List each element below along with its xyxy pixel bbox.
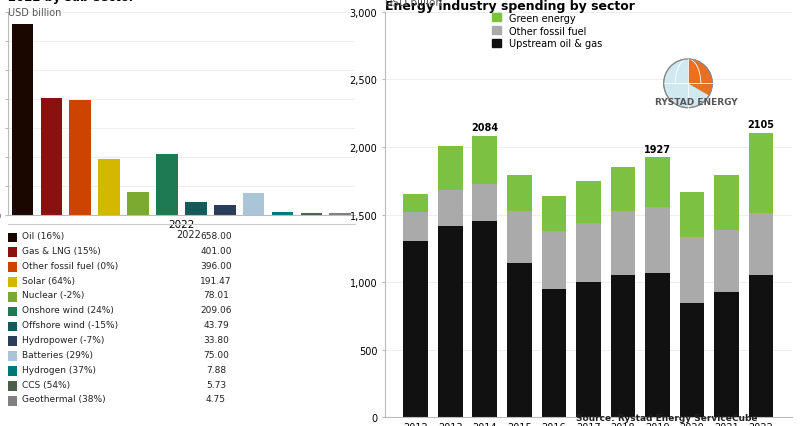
Bar: [214, 205, 235, 215]
Bar: [473, 221, 498, 417]
Bar: [185, 202, 206, 215]
Bar: [749, 133, 774, 213]
Bar: [301, 213, 322, 215]
FancyBboxPatch shape: [8, 233, 17, 242]
Text: 209.06: 209.06: [200, 305, 232, 314]
Bar: [679, 192, 705, 237]
Bar: [507, 176, 532, 211]
Circle shape: [664, 60, 712, 108]
Bar: [272, 213, 294, 215]
Wedge shape: [688, 60, 712, 96]
Bar: [41, 99, 62, 215]
Text: 2105: 2105: [747, 120, 774, 130]
Bar: [438, 190, 463, 227]
Bar: [576, 224, 601, 282]
Text: 1927: 1927: [644, 144, 671, 154]
Text: Nuclear (-2%): Nuclear (-2%): [22, 291, 84, 300]
Text: Energy industry spending by sector: Energy industry spending by sector: [385, 0, 634, 13]
Bar: [507, 211, 532, 264]
Bar: [12, 25, 34, 215]
Text: RYSTAD ENERGY: RYSTAD ENERGY: [654, 98, 738, 107]
Text: Oil (16%): Oil (16%): [22, 231, 64, 241]
Bar: [576, 282, 601, 417]
Text: 33.80: 33.80: [203, 335, 229, 344]
Bar: [714, 176, 739, 230]
Bar: [542, 196, 566, 231]
Text: Source: Rystad Energy ServiceCube: Source: Rystad Energy ServiceCube: [576, 413, 758, 422]
Bar: [610, 211, 635, 276]
Bar: [610, 276, 635, 417]
Text: 2084: 2084: [471, 123, 498, 133]
Text: Solar (64%): Solar (64%): [22, 276, 75, 285]
Bar: [127, 193, 149, 215]
Bar: [403, 213, 428, 242]
Legend: Green energy, Other fossil fuel, Upstream oil & gas: Green energy, Other fossil fuel, Upstrea…: [491, 14, 602, 49]
Bar: [542, 289, 566, 417]
Bar: [714, 292, 739, 417]
Text: Offshore wind (-15%): Offshore wind (-15%): [22, 320, 118, 329]
FancyBboxPatch shape: [8, 351, 17, 361]
Text: 396.00: 396.00: [200, 261, 232, 270]
Bar: [70, 101, 91, 215]
Text: 75.00: 75.00: [203, 350, 229, 359]
Bar: [542, 231, 566, 289]
Text: Forecast energy industry spending in
2022 by sub-sector: Forecast energy industry spending in 202…: [8, 0, 256, 4]
Bar: [438, 147, 463, 190]
Text: Hydrogen (37%): Hydrogen (37%): [22, 365, 96, 374]
Text: Onshore wind (24%): Onshore wind (24%): [22, 305, 114, 314]
Text: 7.88: 7.88: [206, 365, 226, 374]
Text: 43.79: 43.79: [203, 320, 229, 329]
Bar: [507, 264, 532, 417]
Bar: [749, 276, 774, 417]
FancyBboxPatch shape: [8, 262, 17, 272]
Bar: [645, 158, 670, 208]
FancyBboxPatch shape: [8, 396, 17, 406]
Bar: [679, 237, 705, 303]
Bar: [330, 213, 351, 215]
FancyBboxPatch shape: [8, 337, 17, 346]
Text: 78.01: 78.01: [203, 291, 229, 300]
Bar: [473, 184, 498, 221]
Text: 191.47: 191.47: [200, 276, 232, 285]
FancyBboxPatch shape: [8, 307, 17, 317]
FancyBboxPatch shape: [8, 381, 17, 391]
Bar: [645, 208, 670, 274]
Text: Geothermal (38%): Geothermal (38%): [22, 394, 106, 403]
FancyBboxPatch shape: [8, 292, 17, 302]
Text: Batteries (29%): Batteries (29%): [22, 350, 93, 359]
Bar: [403, 242, 428, 417]
FancyBboxPatch shape: [8, 277, 17, 287]
Bar: [679, 303, 705, 417]
Text: Hydropower (-7%): Hydropower (-7%): [22, 335, 104, 344]
Bar: [98, 160, 120, 215]
FancyBboxPatch shape: [8, 366, 17, 376]
Bar: [714, 230, 739, 292]
Bar: [749, 213, 774, 276]
Bar: [403, 195, 428, 213]
Bar: [242, 193, 265, 215]
Text: USD billion: USD billion: [385, 0, 442, 8]
Bar: [438, 227, 463, 417]
Bar: [576, 181, 601, 224]
Text: USD billion: USD billion: [8, 9, 62, 18]
Text: 2022: 2022: [176, 229, 201, 239]
Bar: [473, 136, 498, 184]
FancyBboxPatch shape: [8, 322, 17, 331]
FancyBboxPatch shape: [8, 248, 17, 257]
Text: 4.75: 4.75: [206, 394, 226, 403]
Text: 5.73: 5.73: [206, 380, 226, 389]
Text: 401.00: 401.00: [200, 246, 232, 255]
Text: CCS (54%): CCS (54%): [22, 380, 70, 389]
Text: Other fossil fuel (0%): Other fossil fuel (0%): [22, 261, 118, 270]
Text: 658.00: 658.00: [200, 231, 232, 241]
Bar: [156, 155, 178, 215]
Bar: [610, 168, 635, 211]
Text: Gas & LNG (15%): Gas & LNG (15%): [22, 246, 101, 255]
Bar: [645, 274, 670, 417]
